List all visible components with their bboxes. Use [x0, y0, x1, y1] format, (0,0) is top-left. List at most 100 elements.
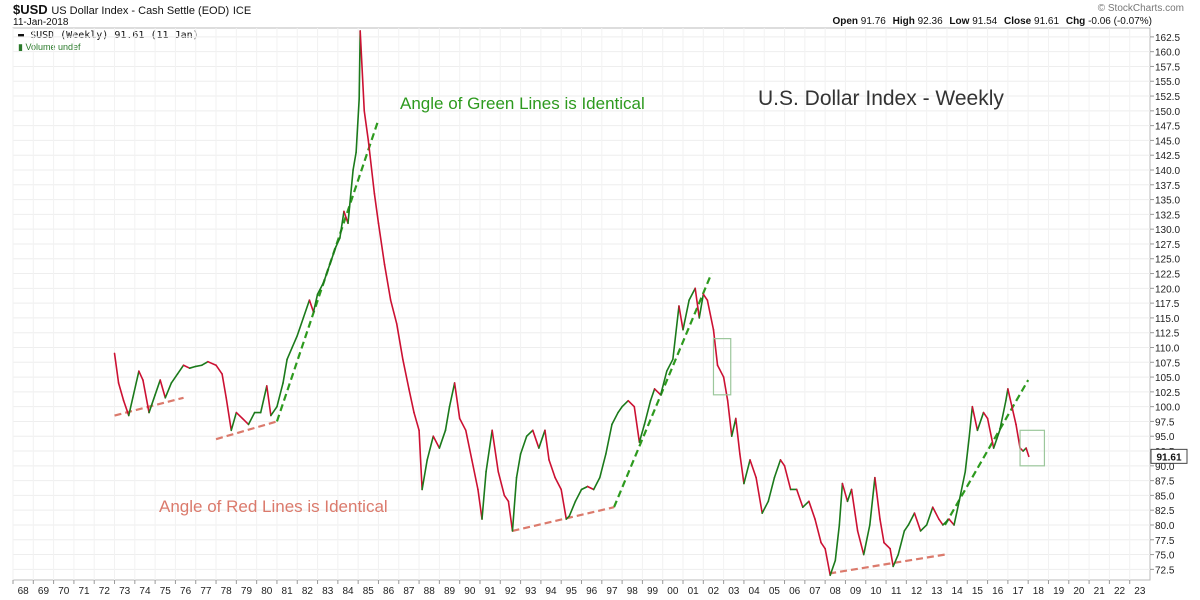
price-segment	[982, 411, 989, 420]
red-trendline	[215, 420, 278, 441]
price-segment	[841, 482, 849, 503]
grid-layer	[12, 28, 1150, 580]
price-segment	[767, 476, 776, 503]
price-segment	[919, 524, 928, 532]
low-label: Low	[949, 16, 970, 27]
y-tick-label: 137.5	[1155, 181, 1180, 192]
price-segment	[783, 465, 792, 491]
green-lines-annotation: Angle of Green Lines is Identical	[400, 94, 645, 113]
price-segment	[706, 299, 715, 331]
y-tick-label: 162.5	[1155, 33, 1180, 44]
price-segment	[653, 388, 662, 396]
x-tick-label: 71	[79, 586, 91, 597]
y-tick-label: 132.5	[1155, 210, 1180, 221]
price-segment	[221, 373, 227, 399]
price-segment	[421, 459, 428, 491]
x-tick-label: 76	[180, 586, 192, 597]
x-tick-label: 16	[992, 586, 1004, 597]
price-segment	[621, 399, 629, 408]
price-segment	[862, 524, 871, 556]
price-segment	[942, 518, 950, 526]
exchange-label: ICE	[232, 5, 252, 17]
x-tick-label: 01	[688, 586, 700, 597]
y-tick-label: 102.5	[1155, 388, 1180, 399]
x-tick-label: 72	[99, 586, 111, 597]
price-segment	[574, 488, 583, 503]
price-segment	[820, 541, 826, 550]
stockcharts-watermark[interactable]: © StockCharts.com	[1097, 3, 1184, 14]
price-segment	[503, 494, 510, 503]
price-segment	[678, 305, 684, 331]
price-segment	[282, 358, 288, 384]
y-tick-label: 87.5	[1155, 477, 1175, 488]
x-tick-label: 84	[342, 586, 354, 597]
price-segment	[931, 506, 940, 520]
chart-title: U.S. Dollar Index - Weekly	[758, 87, 1004, 110]
price-segment	[122, 399, 130, 417]
x-tick-label: 08	[830, 586, 842, 597]
x-tick-label: 15	[972, 586, 984, 597]
price-segment	[201, 360, 209, 367]
low-value: 91.54	[972, 16, 998, 27]
x-tick-label: 18	[1033, 586, 1045, 597]
price-segment	[471, 459, 479, 491]
x-tick-label: 78	[221, 586, 233, 597]
price-segment	[672, 305, 680, 361]
price-segment	[359, 30, 366, 112]
price-segment	[605, 423, 613, 455]
x-tick-label: 82	[302, 586, 314, 597]
y-tick-label: 147.5	[1155, 122, 1180, 133]
x-tick-label: 75	[160, 586, 172, 597]
x-tick-label: 04	[749, 586, 761, 597]
price-segment	[389, 299, 398, 325]
symbol-description: US Dollar Index - Cash Settle (EOD)	[51, 5, 230, 17]
price-segment	[154, 379, 162, 396]
price-segment	[363, 110, 370, 142]
price-segment	[1022, 447, 1027, 452]
price-segment	[335, 237, 341, 248]
price-segment	[308, 299, 315, 313]
price-segment	[964, 435, 971, 473]
x-axis: 68 69 70 71 72 73 74 75 76 77 78 79 80 81 82 83 84 85 86 87…	[12, 580, 1146, 597]
last-value-marker: 91.61	[1150, 448, 1188, 464]
price-segment	[1025, 447, 1030, 458]
price-segment	[432, 435, 441, 449]
price-segment	[968, 405, 974, 438]
price-segment	[808, 500, 816, 520]
price-segment	[958, 470, 967, 503]
symbol-code[interactable]: $USD	[13, 2, 48, 17]
price-segment	[148, 394, 156, 414]
chg-value: -0.06 (-0.07%)	[1088, 16, 1152, 27]
price-segment	[458, 417, 467, 432]
price-segment	[270, 405, 278, 417]
y-tick-label: 105.0	[1155, 373, 1180, 384]
y-tick-label: 90.0	[1155, 462, 1175, 473]
price-segment	[554, 476, 562, 491]
price-segment	[235, 411, 244, 420]
price-segment	[702, 293, 709, 301]
price-segment	[1007, 388, 1013, 408]
chg-label: Chg	[1065, 16, 1086, 27]
price-segment	[481, 470, 487, 520]
price-segment	[176, 364, 185, 375]
x-tick-label: 20	[1073, 586, 1085, 597]
y-tick-label: 152.5	[1155, 92, 1180, 103]
trendline-layer	[114, 119, 1030, 575]
price-segment	[592, 476, 601, 491]
price-segment	[568, 500, 577, 517]
price-segment	[444, 405, 451, 432]
y-tick-label: 115.0	[1155, 314, 1180, 325]
x-tick-label: 85	[363, 586, 375, 597]
price-segment	[633, 405, 641, 443]
x-tick-label: 06	[789, 586, 801, 597]
price-segment	[761, 500, 770, 514]
x-tick-label: 02	[708, 586, 720, 597]
x-tick-label: 05	[769, 586, 781, 597]
volume-icon: ▮	[18, 42, 23, 52]
x-tick-label: 86	[383, 586, 395, 597]
price-segment	[131, 370, 140, 399]
price-segment	[117, 382, 125, 402]
price-segment	[525, 429, 534, 438]
price-segment	[802, 500, 810, 509]
